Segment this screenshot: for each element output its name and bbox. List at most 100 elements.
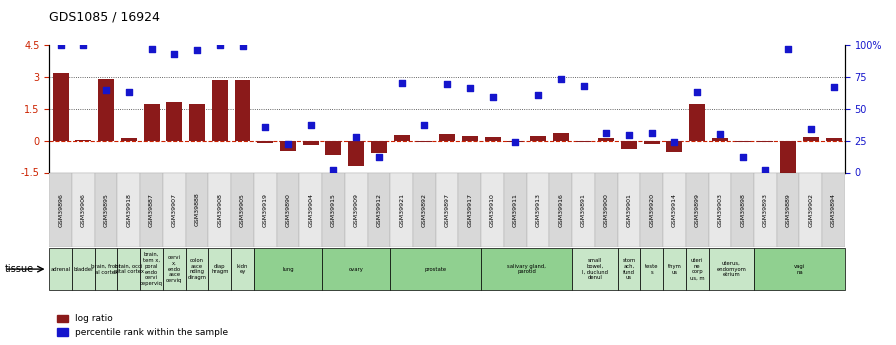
Point <box>644 130 659 136</box>
Text: GSM39898: GSM39898 <box>740 193 745 227</box>
Bar <box>823 172 845 247</box>
Bar <box>617 248 641 290</box>
Bar <box>754 248 845 290</box>
Text: brain, occi
pital cortex: brain, occi pital cortex <box>114 264 144 275</box>
Bar <box>117 172 140 247</box>
Point <box>462 86 477 91</box>
Bar <box>299 172 322 247</box>
Bar <box>549 172 573 247</box>
Bar <box>777 172 799 247</box>
Point <box>668 139 682 145</box>
Bar <box>303 141 319 145</box>
Bar <box>117 248 140 290</box>
Point <box>349 134 364 139</box>
Bar <box>99 79 114 141</box>
Point <box>622 133 636 138</box>
Text: brain,
tem x,
poral
endo
cervi
ceperviq: brain, tem x, poral endo cervi ceperviq <box>140 252 163 286</box>
Text: uteri
ne
corp
us, m: uteri ne corp us, m <box>690 258 704 280</box>
Text: GSM39889: GSM39889 <box>786 193 790 227</box>
Point <box>804 126 818 132</box>
Bar <box>553 133 569 141</box>
Bar <box>231 248 254 290</box>
Bar <box>413 172 435 247</box>
Text: GSM39896: GSM39896 <box>58 193 63 227</box>
Bar <box>799 172 823 247</box>
Bar <box>803 137 819 141</box>
Bar <box>349 141 364 166</box>
Bar <box>757 141 773 142</box>
Text: small
bowel,
l, duclund
denul: small bowel, l, duclund denul <box>582 258 607 280</box>
Point <box>304 122 318 128</box>
Bar <box>641 248 663 290</box>
Bar <box>325 141 341 156</box>
Text: GSM39914: GSM39914 <box>672 193 677 227</box>
Text: prostate: prostate <box>425 267 447 272</box>
Bar <box>163 172 185 247</box>
Bar <box>435 172 459 247</box>
Bar <box>121 138 137 141</box>
Text: lung: lung <box>282 267 294 272</box>
Point <box>599 130 614 136</box>
Point <box>372 155 386 160</box>
Bar <box>621 141 637 149</box>
Bar <box>345 172 367 247</box>
Bar <box>481 172 504 247</box>
Text: GSM39903: GSM39903 <box>718 193 722 227</box>
Bar <box>417 141 433 142</box>
Text: stom
ach,
fund
us: stom ach, fund us <box>623 258 635 280</box>
Text: GSM39918: GSM39918 <box>126 193 132 227</box>
Text: GSM39892: GSM39892 <box>422 193 426 227</box>
Text: teste
s: teste s <box>645 264 659 275</box>
Text: GSM39916: GSM39916 <box>558 193 564 227</box>
Text: GSM39906: GSM39906 <box>81 193 86 227</box>
Bar <box>211 80 228 141</box>
Point <box>99 87 113 92</box>
Point <box>190 47 204 53</box>
Point <box>144 46 159 51</box>
Text: cervi
x,
endo
asce
cerviq: cervi x, endo asce cerviq <box>166 255 183 283</box>
Bar <box>735 141 751 142</box>
Bar <box>754 172 777 247</box>
Point <box>394 80 409 86</box>
Text: kidn
ey: kidn ey <box>237 264 248 275</box>
Bar <box>140 172 163 247</box>
Bar <box>72 248 95 290</box>
Bar <box>595 172 617 247</box>
Point <box>826 84 840 90</box>
Text: GSM39921: GSM39921 <box>399 193 404 227</box>
Bar <box>504 172 527 247</box>
Text: adrenal: adrenal <box>50 267 71 272</box>
Bar <box>689 105 705 141</box>
Bar <box>599 138 614 141</box>
Bar <box>367 172 391 247</box>
Point <box>554 77 568 82</box>
Text: diap
hragm: diap hragm <box>211 264 228 275</box>
Bar <box>507 141 523 142</box>
Text: ovary: ovary <box>349 267 364 272</box>
Point <box>530 92 545 97</box>
Bar <box>143 105 159 141</box>
Bar <box>685 172 709 247</box>
Bar <box>685 248 709 290</box>
Text: tissue: tissue <box>4 264 34 274</box>
Bar <box>575 141 591 142</box>
Point <box>712 131 727 137</box>
Bar <box>95 172 117 247</box>
Bar <box>461 136 478 141</box>
Bar <box>709 248 754 290</box>
Bar <box>527 172 549 247</box>
Bar <box>185 248 209 290</box>
Bar <box>667 141 683 152</box>
Bar <box>49 248 72 290</box>
Text: GSM39907: GSM39907 <box>172 193 177 227</box>
Bar <box>643 141 659 144</box>
Text: GSM39917: GSM39917 <box>468 193 472 227</box>
Bar <box>573 172 595 247</box>
Bar <box>371 141 387 153</box>
Text: GSM39902: GSM39902 <box>808 193 814 227</box>
Text: GSM39890: GSM39890 <box>286 193 290 227</box>
Text: GSM39915: GSM39915 <box>331 193 336 227</box>
Text: GSM39909: GSM39909 <box>354 193 358 227</box>
Bar <box>185 172 209 247</box>
Text: GSM39913: GSM39913 <box>536 193 540 227</box>
